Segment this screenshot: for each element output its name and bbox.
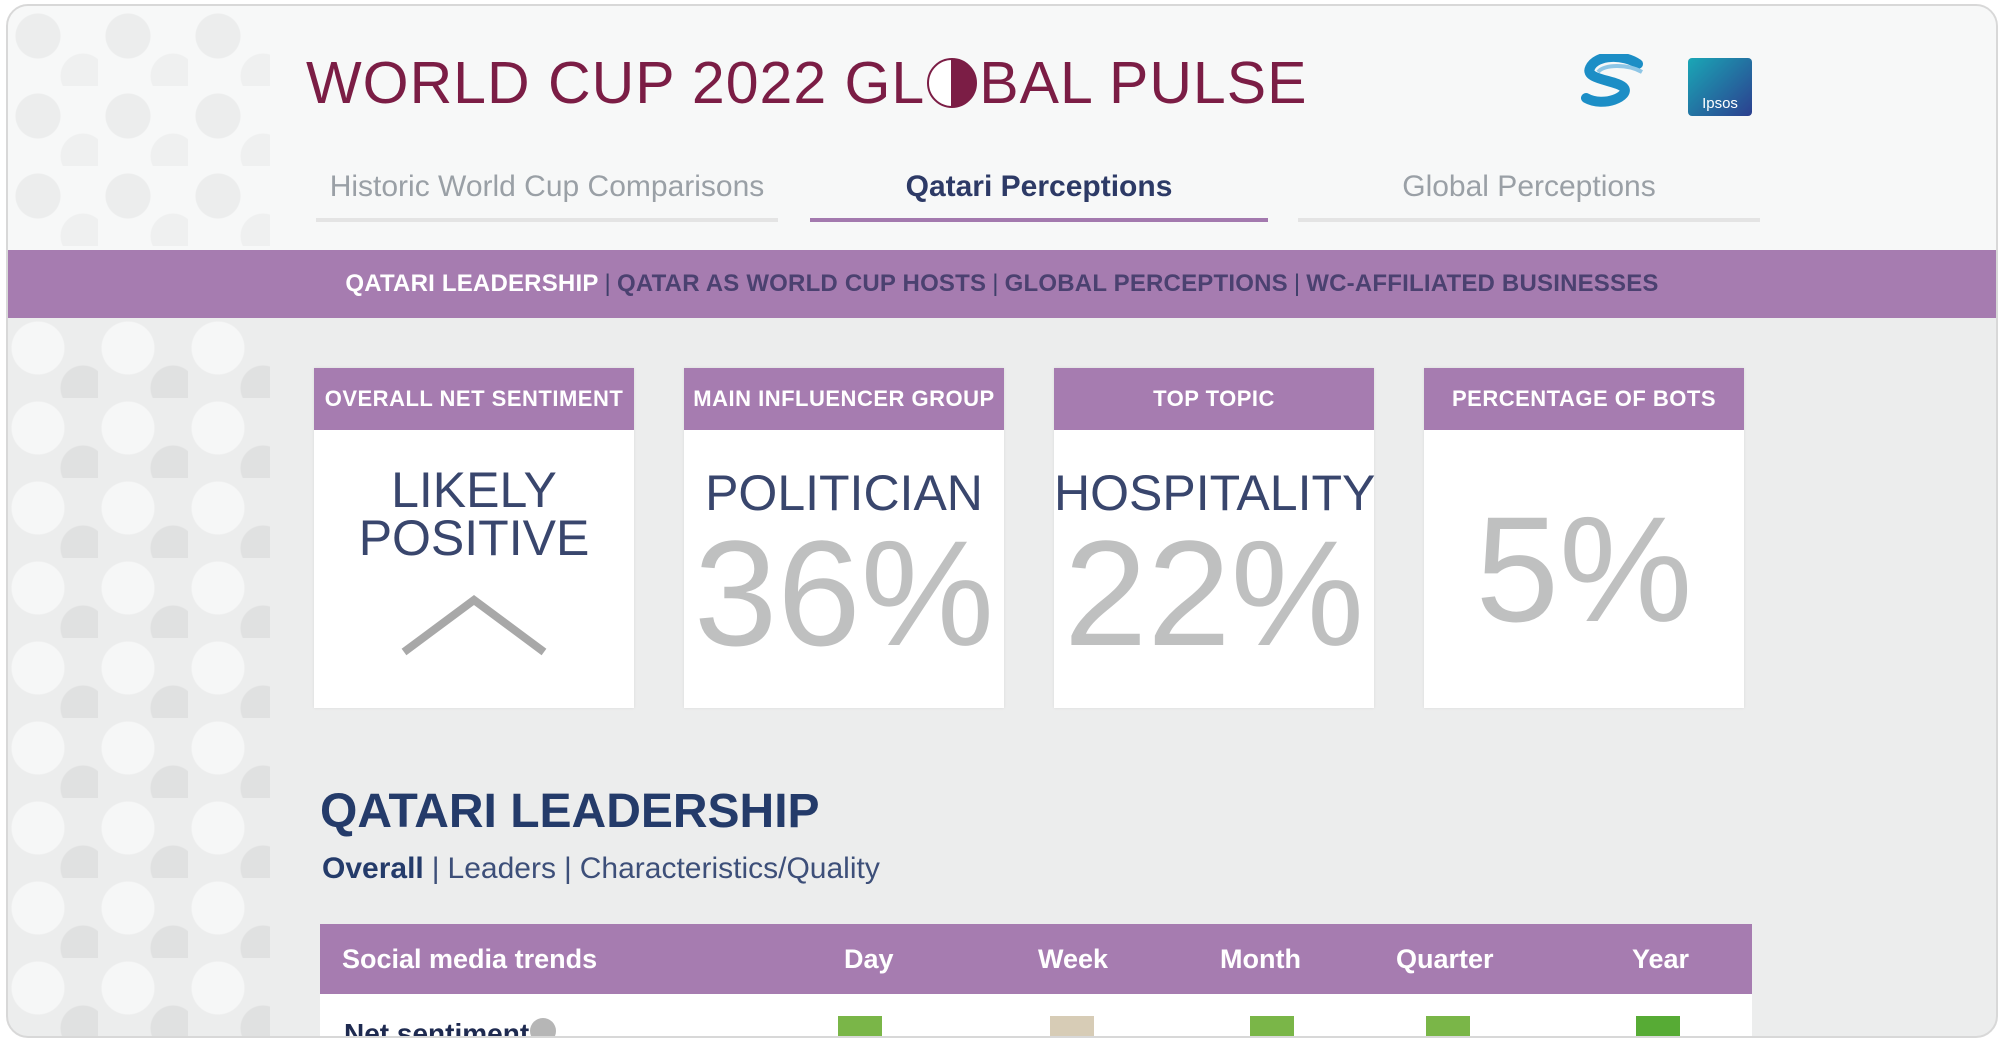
bots-percentage: 5% [1475,485,1693,653]
column-header-year: Year [1632,943,1690,974]
separator: | [604,270,611,297]
s-logo-icon [1581,54,1643,107]
info-icon[interactable] [530,1018,556,1036]
topic-percentage: 22% [1063,509,1365,677]
card-title: MAIN INFLUENCER GROUP [684,368,1004,430]
trend-square-year [1636,1016,1680,1036]
column-header-day: Day [844,943,894,974]
card-title: PERCENTAGE OF BOTS [1424,368,1744,430]
sentiment-line-2: POSITIVE [358,510,590,566]
subnav-qatar-as-world-cup-hosts[interactable]: QATAR AS WORLD CUP HOSTS [616,270,987,297]
subnav-qatari-leadership[interactable]: QATARI LEADERSHIP [345,270,599,297]
link-overall[interactable]: Overall [322,852,424,885]
main-tabs: Historic World Cup Comparisons Qatari Pe… [316,156,1764,222]
topic-label: HOSPITALITY [1054,465,1376,521]
table-row: Net sentiment [320,994,1752,1038]
football-icon [927,58,978,108]
sentiment-value: LIKELY POSITIVE [314,462,634,566]
header: WORLD CUP 2022 GL BAL PULSE Ipsos Histor… [8,6,1996,250]
link-characteristics-quality[interactable]: Characteristics/Quality [579,852,880,885]
title-left: WORLD CUP 2022 GL [306,50,926,116]
trend-square-day [838,1016,882,1036]
trend-square-week [1050,1016,1094,1036]
main-influencer-group-card: MAIN INFLUENCER GROUP POLITICIAN 36% [684,368,1004,708]
tab-global-perceptions[interactable]: Global Perceptions [1298,156,1760,222]
sentiment-line-1: LIKELY [391,462,557,518]
title-right: BAL PULSE [979,50,1308,116]
page-title: WORLD CUP 2022 GL BAL PULSE [306,48,1307,118]
decorative-pattern [8,318,270,1036]
card-title: OVERALL NET SENTIMENT [314,368,634,430]
subnav-global-perceptions[interactable]: GLOBAL PERCEPTIONS [1004,270,1288,297]
row-label: Net sentiment [344,1018,530,1038]
ipsos-logo-icon: Ipsos [1688,58,1752,116]
separator: | [1293,270,1301,297]
section-links: Overall | Leaders | Characteristics/Quality [322,852,880,885]
trend-square-quarter [1426,1016,1470,1036]
column-header-quarter: Quarter [1396,943,1494,974]
trend-square-month [1250,1016,1294,1036]
table-header: Social media trends Day Week Month Quart… [320,924,1752,994]
decorative-pattern [8,6,270,250]
tab-qatari-perceptions[interactable]: Qatari Perceptions [810,156,1268,222]
section-navigation: QATARI LEADERSHIP | QATAR AS WORLD CUP H… [8,250,1996,318]
section-title: QATARI LEADERSHIP [320,785,820,838]
subnav-wc-affiliated-businesses[interactable]: WC-AFFILIATED BUSINESSES [1306,270,1659,297]
tab-historic-world-cup-comparisons[interactable]: Historic World Cup Comparisons [316,156,778,222]
dashboard-window: WORLD CUP 2022 GL BAL PULSE Ipsos Histor… [6,4,1998,1038]
column-header-week: Week [1038,943,1109,974]
link-leaders[interactable]: Leaders [447,852,556,885]
column-header-social-media-trends: Social media trends [342,943,598,974]
column-header-month: Month [1220,943,1301,974]
overall-net-sentiment-card: OVERALL NET SENTIMENT LIKELY POSITIVE [314,368,634,708]
card-title: TOP TOPIC [1054,368,1374,430]
influencer-label: POLITICIAN [705,465,983,521]
separator: | [992,270,999,297]
percentage-of-bots-card: PERCENTAGE OF BOTS 5% [1424,368,1744,708]
influencer-percentage: 36% [693,509,995,677]
top-topic-card: TOP TOPIC HOSPITALITY 22% [1054,368,1376,708]
up-chevron-icon [401,595,547,656]
